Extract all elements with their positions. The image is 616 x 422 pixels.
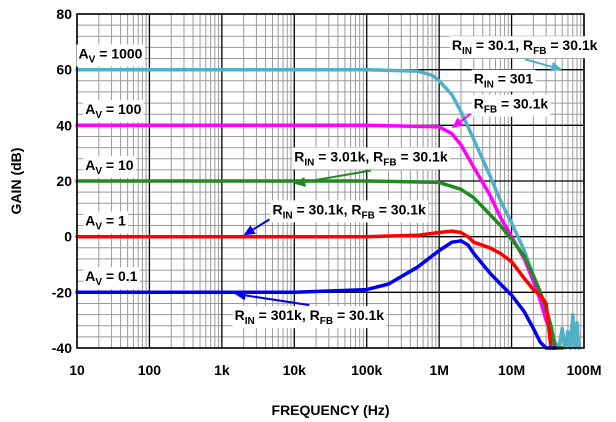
- annotation-text: AV = 1: [85, 213, 126, 233]
- annotation-arrow-head: [550, 61, 563, 72]
- annotation-background: [292, 147, 450, 170]
- annotation-background: [270, 200, 429, 223]
- annotation-text: AV = 1000: [79, 46, 143, 66]
- x-tick-label: 100: [138, 362, 162, 378]
- annotation-text: RFB = 30.1k: [474, 96, 549, 116]
- annotation-background: [471, 69, 536, 92]
- y-tick-label: 20: [56, 173, 72, 189]
- annotation-text: RIN = 3.01k, RFB = 30.1k: [294, 149, 448, 169]
- annotation-background: [471, 94, 551, 117]
- annotation-background: [76, 44, 145, 67]
- annotation-background: [449, 36, 600, 59]
- annotation-0: AV = 1000: [76, 44, 145, 67]
- annotation-background: [232, 306, 387, 329]
- annotation-8: RIN = 3.01k, RFB = 30.1k: [292, 147, 450, 187]
- y-tick-label: -40: [52, 340, 72, 356]
- annotation-text: RIN = 30.1k, RFB = 30.1k: [272, 201, 426, 221]
- annotation-text: RIN = 301: [474, 71, 534, 91]
- y-tick-label: 0: [64, 229, 72, 245]
- annotation-text: AV = 10: [85, 157, 134, 177]
- annotation-arrow-head: [234, 290, 247, 301]
- y-tick-label: -20: [52, 284, 72, 300]
- annotation-2: AV = 10: [83, 155, 136, 178]
- annotation-arrow-head: [451, 117, 464, 129]
- x-axis-label: FREQUENCY (Hz): [272, 402, 390, 418]
- annotation-arrow-head: [294, 176, 306, 187]
- annotation-4: AV = 0.1: [83, 267, 140, 290]
- y-tick-label: 80: [56, 6, 72, 22]
- x-tick-label: 1M: [429, 362, 448, 378]
- series-line-4: [75, 239, 557, 350]
- annotation-background: [83, 267, 140, 290]
- annotation-text: RIN = 301k, RFB = 30.1k: [235, 307, 385, 327]
- annotation-1: AV = 100: [83, 100, 144, 123]
- annotation-arrow-line: [245, 294, 310, 307]
- annotation-3: AV = 1: [83, 211, 129, 234]
- y-tick-labels: 80 60 40 20 0 -20 -40: [52, 6, 72, 356]
- y-tick-label: 60: [56, 62, 72, 78]
- x-tick-label: 100M: [566, 362, 601, 378]
- x-tick-labels: 10 100 1k 10k 100k 1M 10M 100M: [69, 362, 601, 378]
- annotation-arrow-head: [243, 225, 256, 236]
- annotation-background: [83, 100, 144, 123]
- annotation-background: [83, 211, 129, 234]
- series-layer: [75, 67, 581, 350]
- y-axis-label: GAIN (dB): [8, 148, 24, 215]
- x-tick-label: 100k: [351, 362, 382, 378]
- annotation-arrow-line: [252, 218, 271, 231]
- annotation-background: [83, 155, 136, 178]
- annotation-arrow-line: [524, 58, 552, 68]
- x-tick-label: 10M: [498, 362, 525, 378]
- x-tick-label: 10: [69, 362, 85, 378]
- annotation-5: RIN = 30.1, RFB = 30.1k: [449, 36, 600, 72]
- annotation-7: RFB = 30.1k: [451, 94, 551, 129]
- annotation-6: RIN = 301: [471, 69, 536, 92]
- annotation-arrow-line: [460, 112, 472, 123]
- annotation-arrow-line: [304, 169, 372, 183]
- x-tick-label: 1k: [214, 362, 230, 378]
- y-tick-label: 40: [56, 117, 72, 133]
- annotation-text: AV = 100: [85, 101, 141, 121]
- annotation-text: RIN = 30.1, RFB = 30.1k: [452, 37, 598, 57]
- annotation-10: RIN = 301k, RFB = 30.1k: [232, 290, 387, 329]
- plot-frame: [76, 13, 585, 349]
- x-tick-label: 10k: [283, 362, 307, 378]
- annotations: AV = 1000 AV = 100 AV = 10 AV = 1 AV = 0.1 RI…: [76, 36, 600, 329]
- series-line-3: [75, 229, 557, 350]
- annotation-9: RIN = 30.1k, RFB = 30.1k: [243, 200, 429, 236]
- annotation-text: AV = 0.1: [85, 268, 137, 288]
